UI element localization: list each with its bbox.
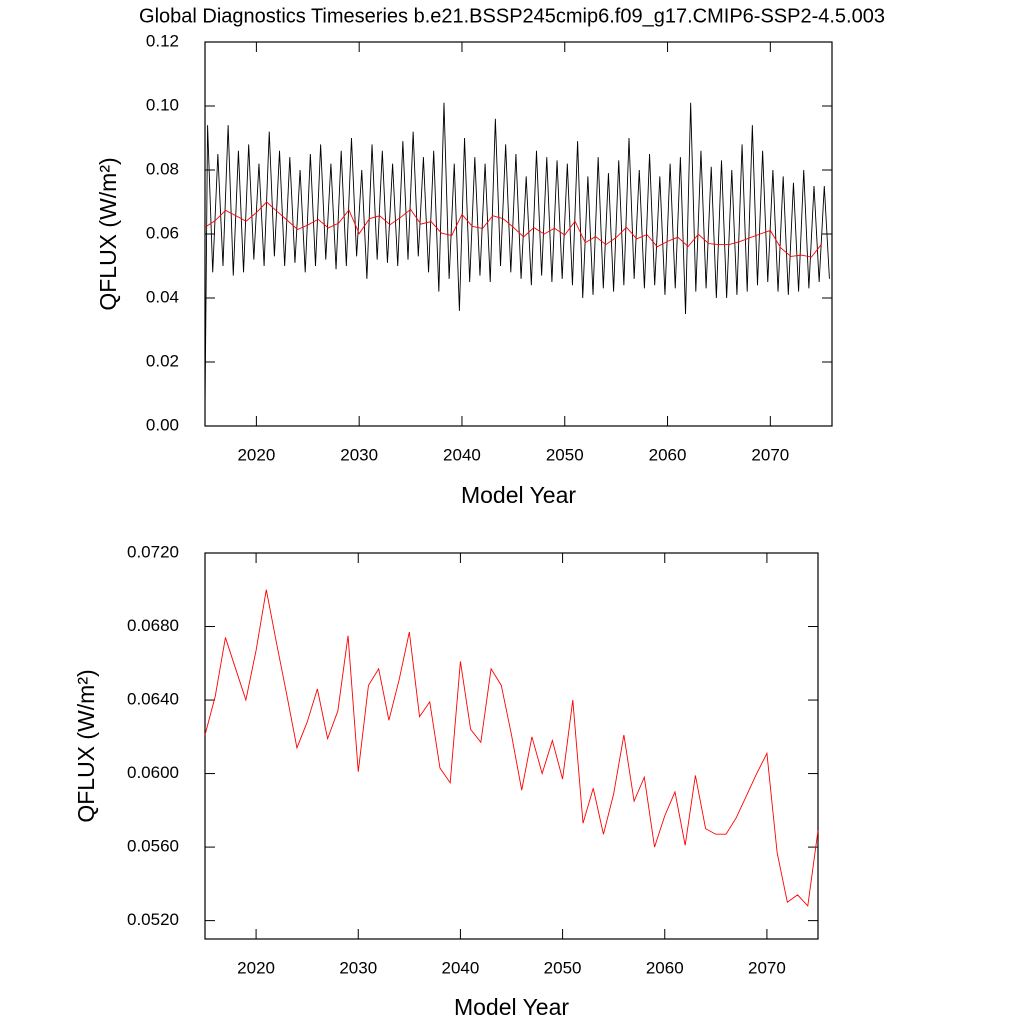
x-tick-label: 2070 [748, 958, 786, 977]
x-tick-label: 2060 [646, 958, 684, 977]
x-tick-label: 2040 [442, 958, 480, 977]
x-tick-label: 2050 [546, 445, 584, 464]
plot-frame [204, 552, 819, 940]
y-tick-label: 0.0680 [127, 616, 179, 635]
x-axis-label: Model Year [454, 994, 569, 1020]
chart-title: Global Diagnostics Timeseries b.e21.BSSP… [139, 5, 885, 27]
y-tick-label: 0.0720 [127, 542, 179, 561]
y-tick-label: 0.02 [146, 351, 179, 370]
x-tick-label: 2020 [237, 445, 275, 464]
y-tick-label: 0.06 [146, 223, 179, 242]
x-tick-label: 2050 [544, 958, 582, 977]
x-tick-label: 2060 [649, 445, 687, 464]
x-tick-label: 2070 [751, 445, 789, 464]
y-tick-label: 0.0600 [127, 763, 179, 782]
data-line [204, 102, 830, 411]
data-line [204, 589, 819, 907]
x-tick-label: 2040 [443, 445, 481, 464]
y-tick-label: 0.0640 [127, 690, 179, 709]
y-tick-label: 0.10 [146, 95, 179, 114]
x-tick-label: 2030 [340, 445, 378, 464]
y-tick-label: 0.0560 [127, 837, 179, 856]
x-tick-label: 2020 [237, 958, 275, 977]
data-line [204, 201, 823, 258]
y-axis-label: QFLUX (W/m²) [73, 669, 99, 822]
y-axis-label: QFLUX (W/m²) [95, 157, 121, 310]
x-axis-label: Model Year [461, 482, 576, 508]
y-tick-label: 0.00 [146, 415, 179, 434]
y-tick-label: 0.08 [146, 159, 179, 178]
x-tick-label: 2030 [339, 958, 377, 977]
plot-frame [204, 41, 833, 427]
y-tick-label: 0.0520 [127, 910, 179, 929]
y-tick-label: 0.12 [146, 31, 179, 50]
y-tick-label: 0.04 [146, 287, 179, 306]
